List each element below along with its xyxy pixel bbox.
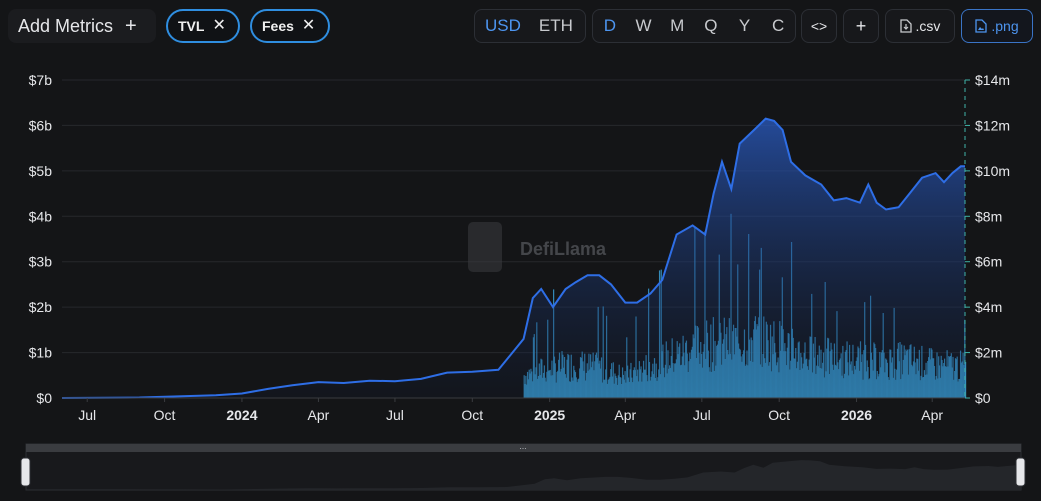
- right-axis-tick-label: $12m: [975, 117, 1010, 133]
- close-icon[interactable]: ✕: [212, 17, 226, 34]
- right-axis-tick-label: $4m: [975, 299, 1002, 315]
- left-axis-tick-label: $2b: [29, 299, 53, 315]
- currency-usd-option[interactable]: USD: [485, 16, 521, 35]
- tvl-fees-chart: DefiLlama $0$1b$2b$3b$4b$5b$6b$7b $0$2m$…: [20, 72, 1026, 491]
- x-axis: Jul Oct 2024 Apr Jul Oct 2025 Apr Jul Oct 2026 Apr: [62, 397, 965, 423]
- close-icon[interactable]: ✕: [301, 17, 316, 34]
- tvl-line: [61, 117, 965, 399]
- x-axis-tick-label: Jul: [693, 407, 711, 423]
- brush-preview-area: [26, 460, 1021, 490]
- plus-icon: +: [125, 15, 137, 37]
- metric-chip-tvl[interactable]: TVL ✕: [166, 9, 240, 43]
- x-axis-tick-label: Oct: [768, 407, 790, 423]
- period-year-option[interactable]: Y: [738, 16, 751, 35]
- left-axis-tick-label: $7b: [29, 72, 53, 88]
- period-day-option[interactable]: D: [603, 16, 616, 35]
- fees-bar: [965, 361, 967, 398]
- range-brush[interactable]: ⋯: [20, 443, 1026, 491]
- period-month-option[interactable]: M: [670, 16, 685, 35]
- embed-code-icon: <>: [810, 18, 828, 34]
- csv-label: .csv: [915, 18, 941, 34]
- right-axis-tick-label: $6m: [975, 254, 1002, 270]
- left-axis-tick-label: $0: [36, 390, 52, 406]
- x-axis-tick-label: 2025: [534, 407, 565, 423]
- x-axis-tick-label: Apr: [921, 407, 943, 423]
- download-csv-button[interactable]: .csv: [885, 9, 955, 43]
- right-axis-tick-label: $14m: [975, 72, 1010, 88]
- plus-icon: +: [855, 15, 867, 36]
- left-axis-tick-label: $3b: [29, 254, 53, 270]
- chip-label: Fees: [262, 18, 294, 34]
- right-axis-tick-label: $8m: [975, 208, 1002, 224]
- left-axis-tick-label: $4b: [29, 208, 53, 224]
- x-axis-tick-label: Oct: [154, 407, 176, 423]
- watermark-text: DefiLlama: [520, 239, 607, 259]
- add-metrics-label: Add Metrics: [18, 15, 114, 36]
- x-axis-tick-label: Oct: [461, 407, 483, 423]
- left-y-axis: $0 $1b $2b $3b $4b $5b $6b $7b: [29, 72, 53, 406]
- currency-eth-option[interactable]: ETH: [538, 16, 573, 35]
- x-axis-tick-label: Apr: [614, 407, 636, 423]
- toolbar: Add Metrics + TVL ✕ Fees ✕ USD ETH D W M…: [0, 0, 1041, 52]
- tvl-series: [61, 117, 965, 399]
- x-axis-tick-label: 2024: [226, 407, 257, 423]
- embed-button[interactable]: <>: [801, 9, 837, 43]
- brush-left-handle[interactable]: [20, 457, 31, 487]
- currency-toggle: USD ETH: [474, 9, 586, 43]
- brush-selected-range[interactable]: [26, 444, 1021, 452]
- x-axis-tick-label: Apr: [308, 407, 330, 423]
- right-axis-tick-label: $0: [975, 390, 991, 406]
- add-chart-button[interactable]: +: [843, 9, 879, 43]
- x-axis-tick-label: Jul: [78, 407, 96, 423]
- metric-chip-fees[interactable]: Fees ✕: [250, 9, 330, 43]
- left-axis-tick-label: $6b: [29, 117, 53, 133]
- right-axis-tick-label: $10m: [975, 163, 1010, 179]
- period-cumulative-option[interactable]: C: [772, 16, 785, 35]
- add-metrics-button[interactable]: Add Metrics +: [8, 9, 156, 43]
- grid-lines: [62, 79, 965, 399]
- left-axis-tick-label: $1b: [29, 345, 53, 361]
- period-toggle: D W M Q Y C: [592, 9, 796, 43]
- brush-grip-icon: ⋯: [520, 446, 527, 453]
- right-y-axis: $0 $2m $4m $6m $8m $10m $12m $14m: [965, 72, 1010, 406]
- tvl-area: [62, 118, 965, 398]
- brush-right-handle[interactable]: [1015, 457, 1026, 487]
- defillama-watermark: DefiLlama: [468, 222, 607, 272]
- x-axis-tick-label: 2026: [841, 407, 872, 423]
- png-label: .png: [991, 18, 1019, 34]
- download-file-icon: [899, 19, 912, 33]
- llama-logo-icon: [468, 222, 502, 272]
- image-file-icon: [975, 19, 988, 33]
- right-axis-tick-label: $2m: [975, 345, 1002, 361]
- download-png-button[interactable]: .png: [961, 9, 1033, 43]
- period-week-option[interactable]: W: [635, 16, 652, 35]
- left-axis-tick-label: $5b: [29, 163, 53, 179]
- period-quarter-option[interactable]: Q: [704, 16, 718, 35]
- x-axis-tick-label: Jul: [386, 407, 404, 423]
- chip-label: TVL: [178, 18, 205, 34]
